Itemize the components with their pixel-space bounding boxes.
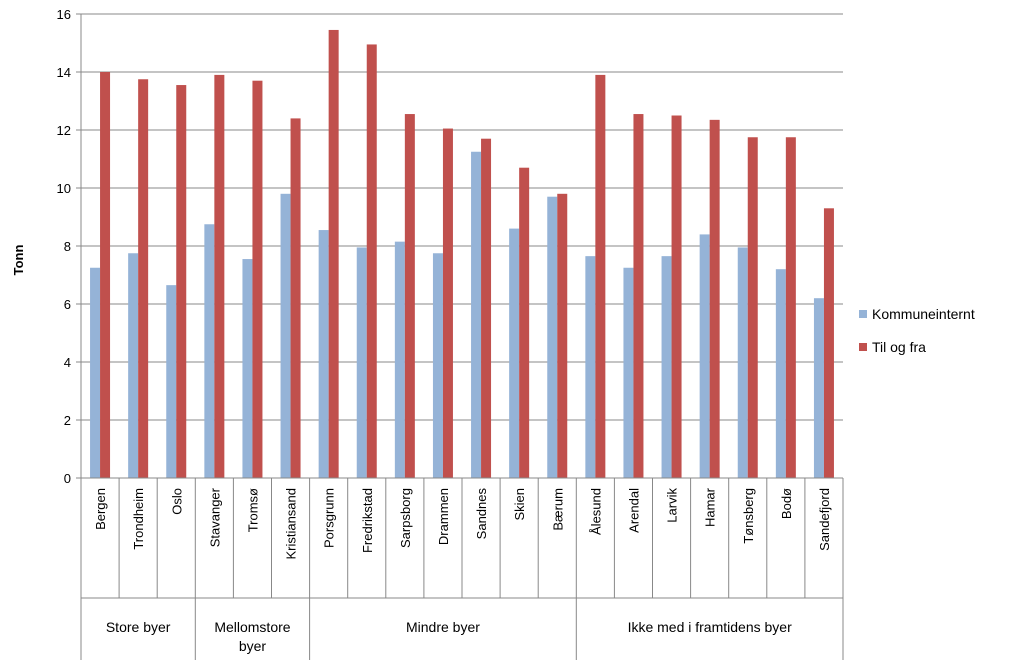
bar-kommuneinternt	[775, 269, 786, 478]
category-label: Skien	[512, 488, 527, 521]
bar-kommuneinternt	[547, 196, 558, 478]
bar-til-og-fra	[366, 44, 377, 478]
bar-til-og-fra	[671, 115, 682, 478]
category-label: Porsgrunn	[322, 488, 337, 548]
category-label: Sandefjord	[817, 488, 832, 551]
bar-til-og-fra	[404, 114, 415, 479]
y-tick-label: 4	[64, 355, 71, 370]
category-label: Oslo	[169, 488, 184, 515]
bar-til-og-fra	[747, 137, 758, 478]
bar-kommuneinternt	[432, 253, 443, 478]
category-label: Sandnes	[474, 488, 489, 540]
bars	[90, 29, 834, 479]
axes	[80, 14, 844, 660]
gridlines	[81, 13, 843, 421]
bar-til-og-fra	[442, 128, 453, 479]
group-label: Mindre byer	[406, 619, 480, 635]
bar-til-og-fra	[214, 74, 225, 479]
category-label: Drammen	[436, 488, 451, 545]
category-label: Bergen	[93, 488, 108, 530]
legend: Kommuneinternt Til og fra	[859, 306, 975, 355]
group-label: Mellomstore byer	[214, 619, 290, 654]
group-label-line: Mellomstore	[214, 619, 290, 635]
bar-kommuneinternt	[318, 230, 329, 478]
category-label: Fredrikstad	[360, 488, 375, 553]
category-label: Bodø	[779, 488, 794, 519]
bar-kommuneinternt	[356, 247, 367, 478]
bar-kommuneinternt	[623, 267, 634, 478]
category-label: Arendal	[626, 488, 641, 533]
category-label: Stavanger	[207, 487, 222, 547]
bar-kommuneinternt	[128, 253, 139, 478]
bar-til-og-fra	[709, 119, 720, 478]
bar-kommuneinternt	[509, 228, 520, 478]
bar-til-og-fra	[328, 29, 339, 478]
bar-til-og-fra	[100, 72, 111, 478]
y-tick-label: 10	[57, 181, 71, 196]
bar-kommuneinternt	[242, 259, 253, 478]
bar-kommuneinternt	[394, 241, 405, 478]
y-tick-label: 2	[64, 413, 71, 428]
y-tick-label: 8	[64, 239, 71, 254]
bar-kommuneinternt	[661, 256, 672, 478]
bar-til-og-fra	[252, 80, 263, 478]
y-axis-ticks: 0 2 4 6 8 10 12 14 16	[57, 7, 81, 486]
y-tick-label: 16	[57, 7, 71, 22]
legend-swatch	[859, 343, 867, 351]
y-axis-label: Tonn	[11, 245, 26, 276]
category-label: Larvik	[665, 488, 680, 523]
bar-kommuneinternt	[813, 298, 824, 478]
category-label: Bærum	[550, 488, 565, 531]
bar-kommuneinternt	[471, 151, 482, 478]
category-label: Ålesund	[588, 488, 603, 535]
category-label: Tromsø	[245, 488, 260, 532]
bar-til-og-fra	[557, 193, 568, 479]
category-label: Kristiansand	[284, 488, 299, 560]
legend-label: Til og fra	[872, 339, 926, 355]
bar-kommuneinternt	[737, 247, 748, 478]
bar-kommuneinternt	[204, 224, 215, 478]
bar-til-og-fra	[595, 74, 606, 479]
category-label: Trondheim	[131, 488, 146, 550]
y-tick-label: 14	[57, 65, 71, 80]
category-label: Sarpsborg	[398, 488, 413, 548]
bar-til-og-fra	[785, 137, 796, 478]
bar-til-og-fra	[481, 138, 492, 478]
bar-kommuneinternt	[280, 193, 291, 479]
bar-kommuneinternt	[699, 234, 710, 478]
bar-kommuneinternt	[585, 256, 596, 478]
bar-til-og-fra	[290, 118, 301, 479]
bar-til-og-fra	[823, 208, 834, 479]
category-label: Hamar	[703, 487, 718, 527]
group-label: Store byer	[106, 619, 171, 635]
category-label: Tønsberg	[741, 488, 756, 544]
bar-kommuneinternt	[166, 285, 177, 478]
y-tick-label: 6	[64, 297, 71, 312]
x-axis-categories: Bergen Trondheim Oslo Stavanger Tromsø Kristi…	[93, 487, 832, 559]
bar-til-og-fra	[519, 167, 530, 478]
y-tick-label: 12	[57, 123, 71, 138]
bar-til-og-fra	[176, 85, 187, 479]
bar-til-og-fra	[138, 79, 149, 478]
x-axis-groups: Store byer Mellomstore byer Mindre byer Ikke…	[106, 619, 792, 654]
bar-til-og-fra	[633, 114, 644, 479]
bar-kommuneinternt	[90, 267, 101, 478]
legend-label: Kommuneinternt	[872, 306, 975, 322]
group-label-line: byer	[239, 638, 267, 654]
y-tick-label: 0	[64, 471, 71, 486]
legend-swatch	[859, 310, 867, 318]
group-label: Ikke med i framtidens byer	[628, 619, 793, 635]
